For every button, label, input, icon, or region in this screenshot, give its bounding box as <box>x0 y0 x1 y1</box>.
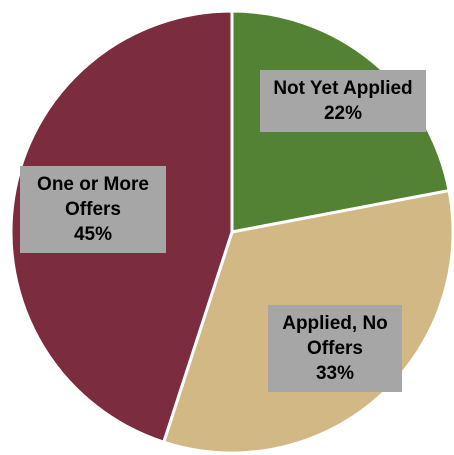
slice-label: Applied, No Offers 33% <box>268 305 402 392</box>
category-label: Applied, No Offers <box>282 313 388 359</box>
value-label: 22% <box>323 103 363 124</box>
value-label: 33% <box>315 363 355 384</box>
category-label: One or More Offers <box>37 174 149 220</box>
category-label: Not Yet Applied <box>273 78 413 99</box>
slice-label: Not Yet Applied 22% <box>260 70 426 132</box>
slice-label: One or More Offers 45% <box>20 166 166 253</box>
value-label: 45% <box>73 224 113 245</box>
